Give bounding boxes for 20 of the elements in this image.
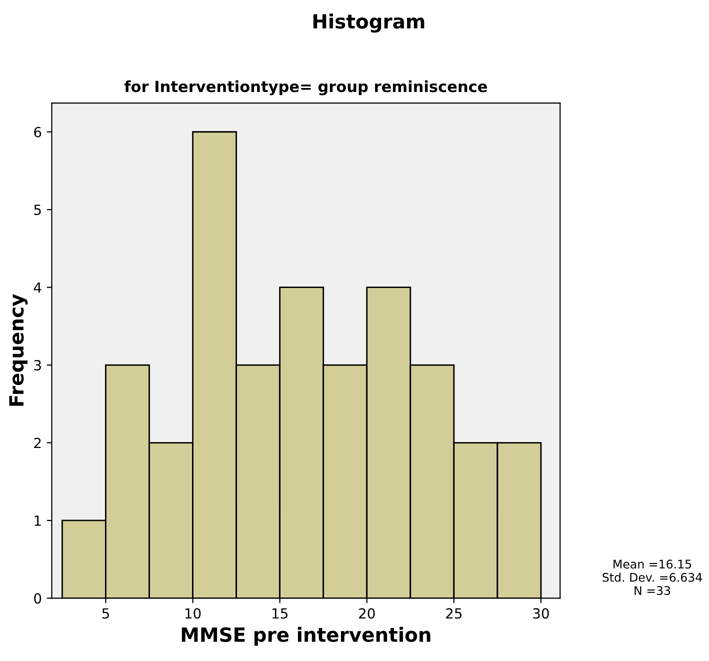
text: Mean =16.15 xyxy=(614,560,692,569)
y-tick-label: 0 xyxy=(34,593,42,604)
x-tick-label: 5 xyxy=(102,608,109,619)
x-tick-label: 15 xyxy=(272,608,288,619)
chart-title: Histogram xyxy=(313,14,424,33)
text: Std. Dev. =6.634 xyxy=(602,572,702,582)
y-tick-label: 3 xyxy=(34,360,41,371)
x-axis-title: MMSE pre intervention xyxy=(182,626,430,646)
y-tick-label: 1 xyxy=(34,516,41,526)
y-tick-label: 5 xyxy=(34,204,41,216)
y-axis-title: Frequency xyxy=(9,294,28,406)
x-tick-label: 10 xyxy=(185,608,201,619)
x-tick-label: 25 xyxy=(446,608,462,619)
y-tick-label: 2 xyxy=(34,438,41,448)
x-tick-label: 30 xyxy=(533,608,549,619)
chart-subtitle: for Interventiontype= group reminiscence xyxy=(124,80,488,96)
y-tick-label: 4 xyxy=(34,282,42,293)
text: N =33 xyxy=(634,586,670,596)
x-tick-label: 20 xyxy=(359,608,375,619)
y-tick-label: 6 xyxy=(34,126,42,138)
